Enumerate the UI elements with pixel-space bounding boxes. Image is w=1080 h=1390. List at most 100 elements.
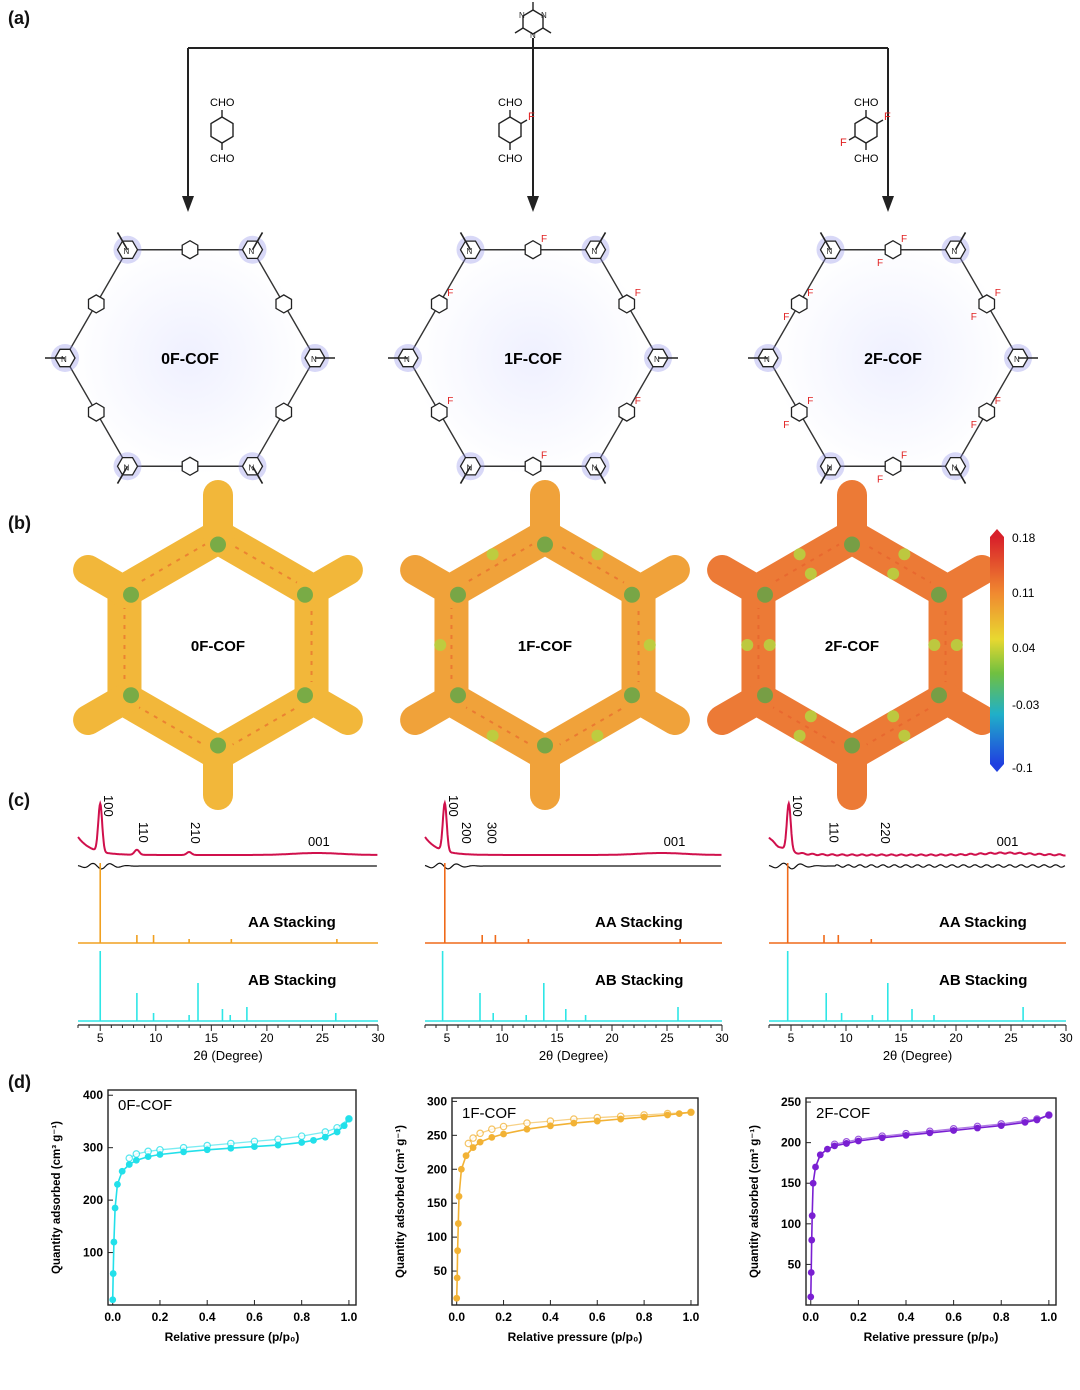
adsorption-line [455,1111,692,1299]
triazine-n-label: N [311,355,317,364]
adsorption-point [1021,1118,1029,1126]
x-tick-label: 5 [444,1031,451,1045]
esp-nitrogen-spot [123,586,140,603]
adsorption-point [824,1145,831,1153]
fluorine-label: F [807,288,813,299]
esp-nitrogen-spot [623,586,640,603]
adsorption-point [333,1128,341,1136]
x-tick-label: 0.2 [495,1310,512,1324]
desorption-point [125,1154,134,1162]
reflection-label: 100 [446,795,461,817]
linker-cho-top: CHO [210,97,235,109]
y-tick-label: 150 [427,1196,447,1210]
x-tick-label: 10 [495,1031,509,1045]
x-tick-label: 0.0 [802,1310,819,1324]
adsorption-point [687,1108,695,1116]
y-axis-label: Quantity adsorbed (cm³ g⁻¹) [749,1125,761,1278]
esp-cof-label: 1F-COF [518,638,572,655]
esp-fluorine-spot [898,548,911,561]
x-tick-label: 30 [1059,1031,1073,1045]
benzene-ring [87,294,105,314]
x-tick-label: 20 [949,1031,963,1045]
cof-name-label: 2F-COF [864,351,922,368]
esp-nitrogen-spot [296,586,313,603]
benzene-ring [618,402,636,422]
adsorption-point [462,1152,470,1160]
adsorption-point [274,1141,282,1149]
esp-fluorine-spot [793,729,806,742]
esp-fluorine-spot [434,639,447,651]
cof-name-label: 1F-COF [504,351,562,368]
benzene-ring [181,456,199,477]
esp-arm [73,555,140,606]
fluorine-label: F [541,450,547,461]
adsorption-point [114,1180,121,1188]
fluorine-label: F [995,396,1001,407]
x-tick-label: 0.2 [850,1310,867,1324]
extension-bond [954,465,967,484]
esp-fluorine-spot [950,639,963,651]
esp-cof-label: 2F-COF [825,638,879,655]
reflection-label: 001 [664,834,686,849]
pxrd-difference-curve [768,862,1066,870]
esp-nitrogen-spot [537,536,553,553]
linker-cho-top: CHO [498,97,523,109]
adsorption-point [454,1220,462,1227]
pore-shading [415,240,651,476]
x-tick-label: 0.0 [448,1310,465,1324]
adsorption-point [310,1136,317,1144]
fluorine-label: F [901,450,907,461]
fluorine-label: F [783,312,789,323]
x-tick-label: 25 [316,1031,330,1045]
x-axis-label: Relative pressure (p/p₀) [165,1330,300,1344]
esp-wall-detail [544,698,640,754]
reflection-label: 100 [101,795,116,817]
linker-cho-bottom: CHO [210,153,235,165]
adsorption-point [321,1133,329,1141]
x-tick-label: 0.4 [199,1310,216,1324]
linker-f-label: F [884,111,891,123]
esp-wall-detail [757,536,853,592]
x-tick-label: 0.2 [152,1310,169,1324]
desorption-point [499,1122,508,1131]
panel-c-label: (c) [8,790,30,810]
esp-nitrogen-spot [757,687,774,704]
esp-fluorine-spot [804,710,817,723]
triazine-ring [459,456,482,476]
x-tick-label: 0.4 [898,1310,915,1324]
esp-nitrogen-spot [537,737,553,754]
x-tick-label: 10 [149,1031,163,1045]
cof-name-label: 0F-COF [161,351,219,368]
colorbar-arrow-bottom [990,764,1004,772]
panel-b-label: (b) [8,513,31,533]
triazine-n-label: N [467,463,473,472]
fluorine-label: F [783,420,789,431]
triazine-n-label: N [827,463,833,472]
adsorption-point [454,1247,462,1255]
pore-shading [775,240,1011,476]
adsorption-point [203,1146,211,1154]
y-tick-label: 100 [83,1246,103,1260]
y-axis-label: Quantity adsorbed (cm³ g⁻¹) [395,1125,407,1278]
colorbar-tick: -0.1 [1012,761,1033,775]
fluorine-label: F [877,474,883,485]
adsorption-point [110,1238,118,1246]
triazine-n-label: N [249,247,255,256]
esp-nitrogen-spot [930,586,947,603]
adsorption-point [476,1138,484,1146]
triazine-n-label: N [541,11,547,20]
y-tick-label: 250 [427,1128,447,1142]
ab-stacking-label: AB Stacking [248,972,336,989]
triazine-ring [819,240,842,260]
x-tick-label: 1.0 [1041,1310,1058,1324]
reflection-label: 001 [997,834,1019,849]
adsorption-point [843,1140,850,1147]
x-axis-label: 2θ (Degree) [193,1048,262,1063]
adsorption-point [109,1296,117,1304]
fluorine-label: F [901,234,907,245]
y-tick-label: 100 [427,1230,447,1244]
esp-wall-detail [123,536,219,592]
esp-wall-detail [217,698,313,754]
esp-arm [296,684,363,735]
esp-nitrogen-spot [450,586,467,603]
